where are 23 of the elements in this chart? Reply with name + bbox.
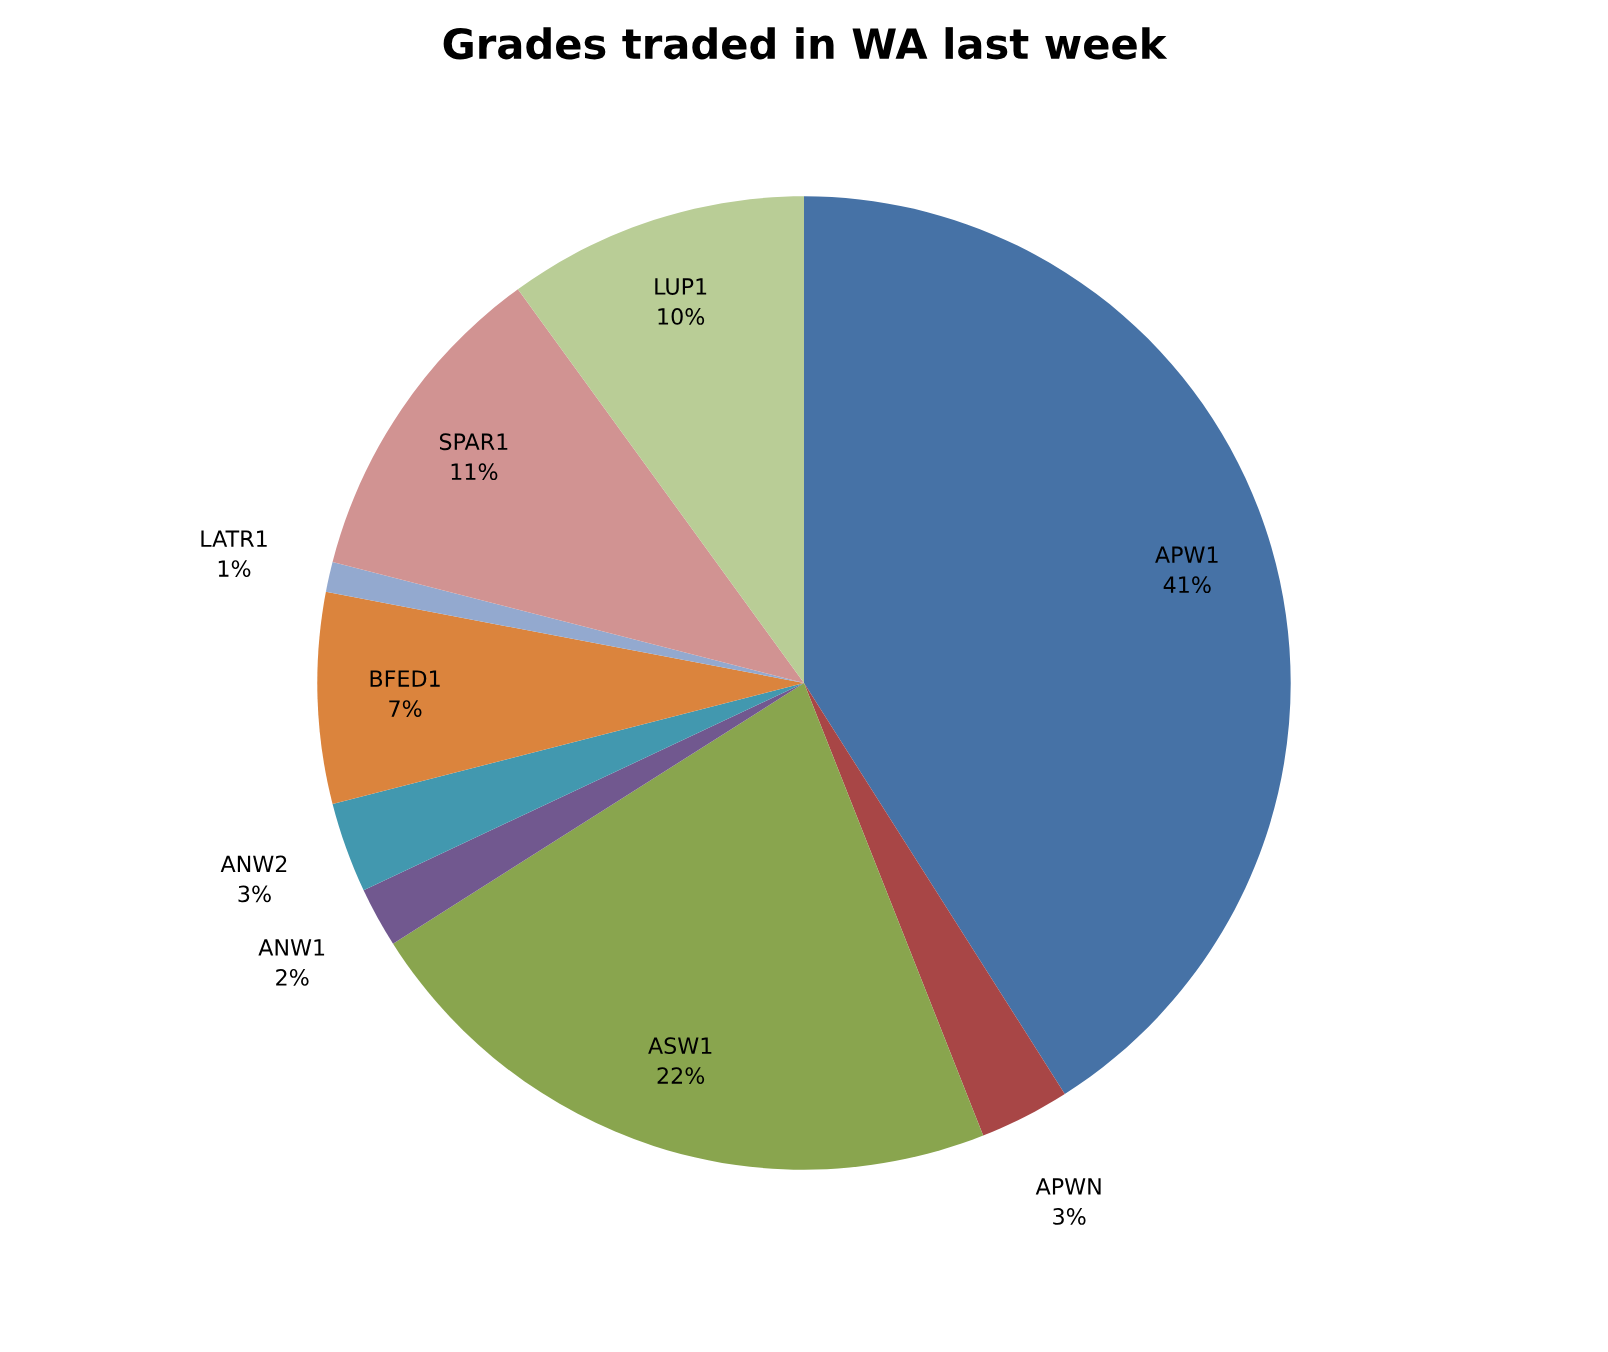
- pie-slice: [317, 591, 804, 805]
- slice-label: BFED1: [370, 670, 440, 687]
- slice-label: ASW1: [648, 1037, 712, 1055]
- data-label: 2%: [276, 968, 309, 986]
- data-label: 41%: [1163, 576, 1211, 594]
- pie-slice: [804, 196, 1291, 1094]
- data-label: 1%: [218, 560, 251, 578]
- pie-slice: [804, 683, 1065, 1136]
- data-label: 11%: [451, 463, 498, 481]
- slice-label: LATR1: [201, 530, 267, 547]
- data-label: 3%: [238, 885, 271, 903]
- slice-label: APWN: [1035, 1178, 1101, 1195]
- pie-slice: [517, 196, 804, 683]
- slice-label: LUP1: [655, 278, 707, 295]
- slice-label: APW1: [1155, 546, 1218, 563]
- data-label: 10%: [658, 308, 705, 325]
- slice-label: ANW1: [258, 939, 325, 956]
- slice-label: ANW2: [220, 855, 287, 872]
- data-label: 22%: [657, 1067, 705, 1084]
- data-label: 7%: [389, 700, 422, 717]
- slice-label: SPAR1: [439, 433, 508, 451]
- data-label: 3%: [1053, 1208, 1086, 1225]
- chart-title: Grades traded in WA last week: [443, 27, 1168, 60]
